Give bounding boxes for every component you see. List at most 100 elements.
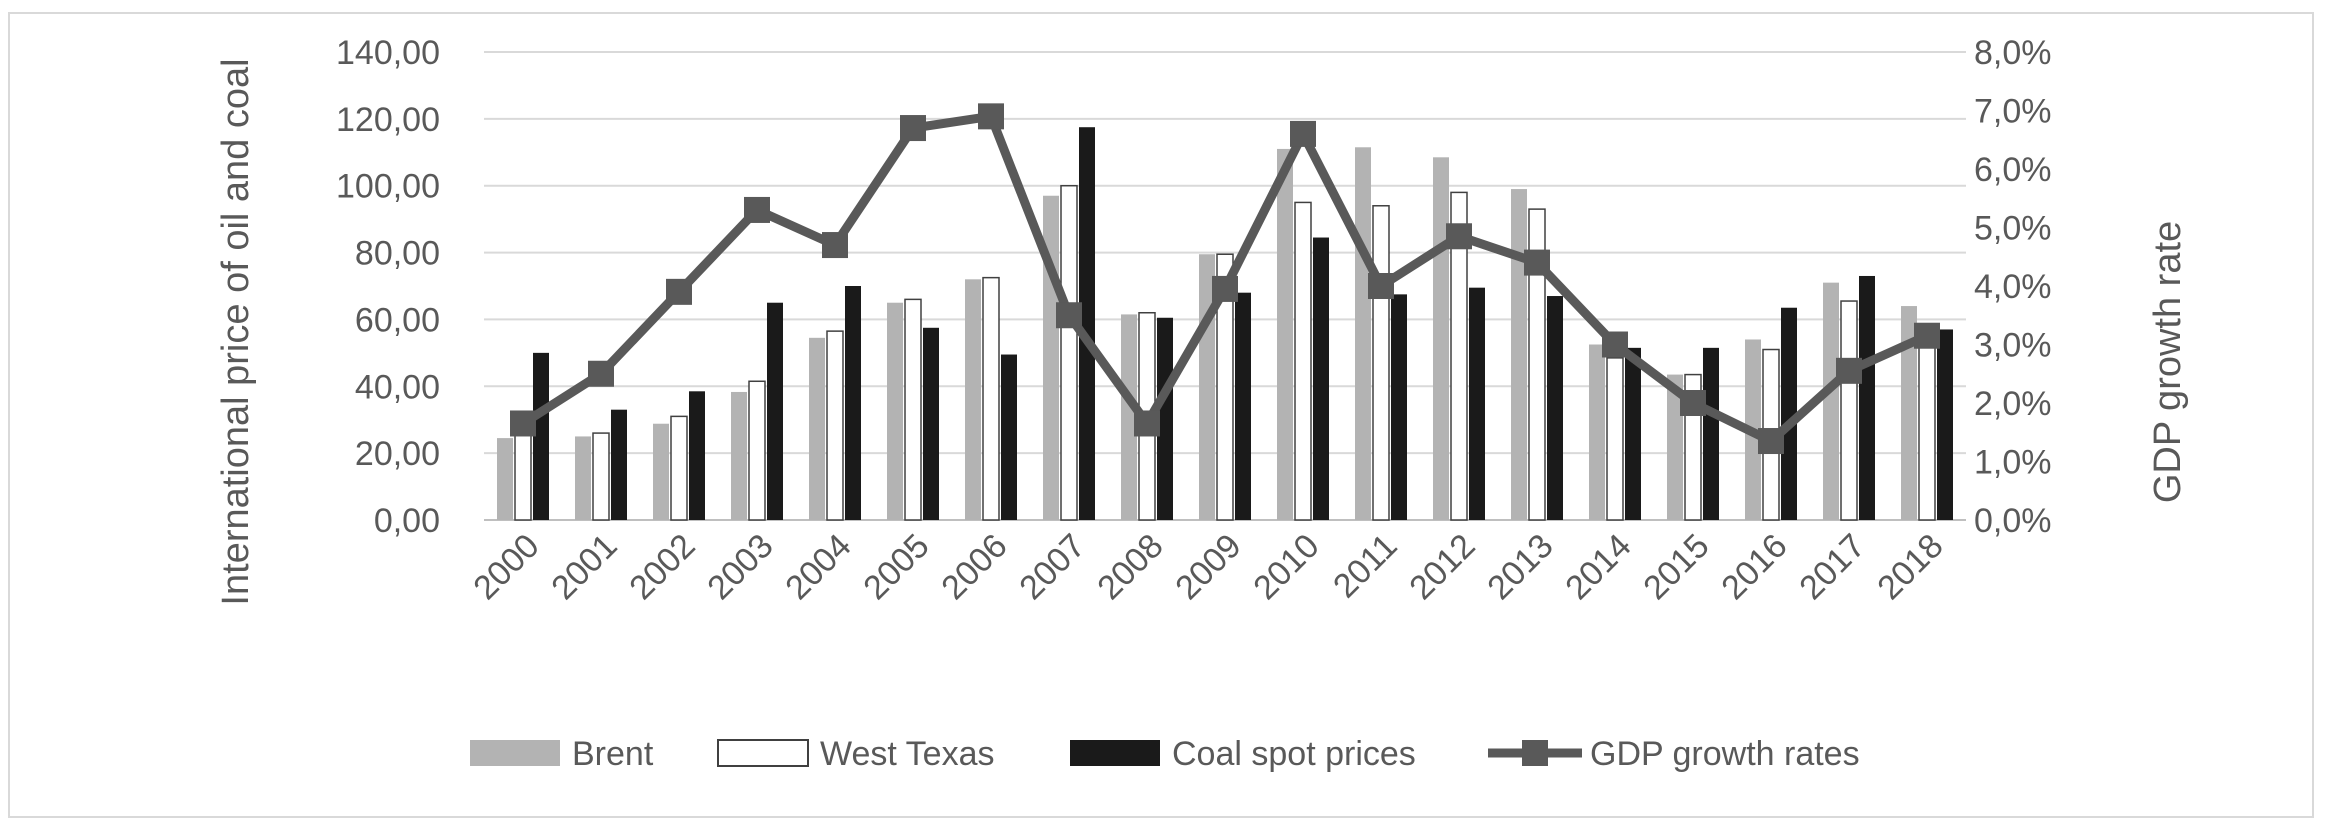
gdp-marker	[1602, 331, 1628, 358]
bar-west-texas	[1606, 357, 1624, 521]
x-tick-label: 2014	[1558, 527, 1638, 607]
bar-coal-spot-prices	[1781, 307, 1797, 520]
legend-swatch-coal-spot-prices	[1070, 740, 1160, 766]
x-tick-label: 2003	[700, 527, 780, 607]
y2-tick-label: 2,0%	[1974, 385, 2052, 423]
bar-coal-spot-prices	[1079, 127, 1095, 520]
bar-west-texas	[904, 298, 922, 521]
gdp-marker	[666, 278, 692, 305]
bar-west-texas	[826, 330, 844, 521]
gdp-line-series	[510, 103, 1940, 455]
bar-west-texas	[748, 380, 766, 521]
x-tick-label: 2008	[1090, 527, 1170, 607]
bar-coal-spot-prices	[1703, 347, 1719, 520]
bar-brent	[653, 423, 669, 520]
legend: Brent West Texas Coal spot prices GDP growt…	[470, 735, 1860, 773]
bar-west-texas	[592, 432, 610, 521]
x-tick-label: 2013	[1480, 527, 1560, 607]
legend-swatch-west-texas	[717, 739, 809, 767]
bar-west-texas	[514, 432, 532, 521]
y2-tick-label: 1,0%	[1974, 444, 2052, 482]
y-tick-label: 40,00	[355, 368, 440, 406]
gdp-marker	[744, 196, 770, 223]
bar-brent	[1589, 344, 1605, 520]
legend-label-gdp-growth-rates: GDP growth rates	[1590, 735, 1860, 773]
y-tick-label: 20,00	[355, 435, 440, 473]
bar-coal-spot-prices	[1625, 347, 1641, 520]
bar-west-texas	[1372, 205, 1390, 521]
legend-swatch-gdp-marker	[1522, 740, 1548, 766]
y2-tick-label: 7,0%	[1974, 93, 2052, 131]
bar-west-texas	[1528, 208, 1546, 521]
y2-tick-label: 4,0%	[1974, 268, 2052, 306]
gdp-marker	[1836, 357, 1862, 384]
gdp-marker	[1914, 322, 1940, 349]
bar-coal-spot-prices	[1547, 296, 1563, 520]
bar-brent	[575, 436, 591, 520]
x-tick-label: 2017	[1792, 527, 1872, 607]
gdp-marker	[900, 115, 926, 142]
gdp-marker	[1368, 273, 1394, 299]
x-tick-label: 2005	[856, 527, 936, 607]
y-axis-title: International price of oil and coal	[215, 58, 257, 605]
bar-west-texas	[1216, 253, 1234, 521]
gdp-marker	[1134, 410, 1160, 437]
gdp-marker	[1212, 275, 1238, 302]
bar-coal-spot-prices	[1937, 329, 1953, 520]
bar-coal-spot-prices	[767, 302, 783, 520]
bar-coal-spot-prices	[689, 391, 705, 520]
y-tick-label: 80,00	[355, 235, 440, 273]
gdp-marker	[978, 103, 1004, 130]
bar-coal-spot-prices	[611, 409, 627, 520]
bar-coal-spot-prices	[1235, 292, 1251, 520]
gdp-marker	[1290, 120, 1316, 147]
bar-west-texas	[670, 415, 688, 521]
bar-brent	[1511, 189, 1527, 521]
bar-brent	[809, 337, 825, 520]
legend-label-coal-spot-prices: Coal spot prices	[1172, 735, 1416, 773]
bar-brent	[731, 391, 747, 520]
gdp-marker	[1056, 302, 1082, 329]
gdp-marker	[1680, 390, 1706, 416]
bar-brent	[887, 302, 903, 520]
bar-coal-spot-prices	[533, 352, 549, 520]
bar-brent	[1355, 147, 1371, 520]
bar-coal-spot-prices	[1001, 354, 1017, 520]
bar-brent	[1433, 157, 1449, 521]
x-tick-label: 2006	[934, 527, 1014, 607]
bar-brent	[1823, 282, 1839, 520]
bar-coal-spot-prices	[1859, 275, 1875, 520]
bar-coal-spot-prices	[1469, 287, 1485, 520]
legend-swatch-brent	[470, 740, 560, 766]
bar-west-texas	[1060, 184, 1078, 521]
gdp-marker	[510, 410, 536, 437]
x-tick-label: 2010	[1246, 527, 1326, 607]
y2-tick-label: 0,0%	[1974, 502, 2052, 540]
y-tick-label: 100,00	[336, 168, 440, 206]
y2-tick-label: 8,0%	[1974, 34, 2052, 72]
legend-label-brent: Brent	[572, 735, 654, 773]
x-tick-label: 2018	[1870, 527, 1950, 607]
x-tick-label: 2015	[1636, 527, 1716, 607]
y2-tick-label: 5,0%	[1974, 210, 2052, 248]
gdp-marker	[1446, 223, 1472, 250]
bar-west-texas	[982, 276, 1000, 521]
bar-west-texas	[1294, 201, 1312, 521]
x-tick-label: 2016	[1714, 527, 1794, 607]
bar-coal-spot-prices	[1391, 294, 1407, 520]
x-tick-label: 2002	[622, 527, 702, 607]
x-tick-label: 2011	[1326, 527, 1405, 606]
bar-brent	[1901, 306, 1917, 520]
bar-brent	[1121, 314, 1137, 520]
gdp-marker	[588, 360, 614, 387]
y2-axis-title: GDP growth rate	[2147, 221, 2189, 503]
bar-brent	[1277, 148, 1293, 520]
bar-coal-spot-prices	[923, 327, 939, 520]
bar-brent	[1667, 374, 1683, 520]
bar-west-texas	[1840, 300, 1858, 521]
gdp-marker	[1758, 428, 1784, 455]
x-tick-label: 2001	[544, 527, 624, 607]
y-tick-label: 140,00	[336, 34, 440, 72]
bar-coal-spot-prices	[1313, 237, 1329, 520]
